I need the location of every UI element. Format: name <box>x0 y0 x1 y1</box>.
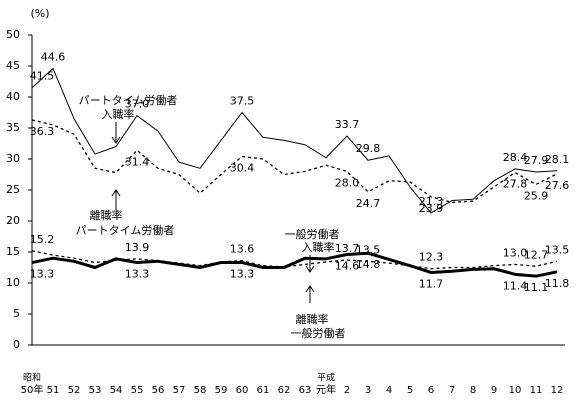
x-tick-label: 56 <box>152 385 165 396</box>
data-label: 13.7 <box>335 242 360 255</box>
x-tick-label: 57 <box>173 385 186 396</box>
data-label: 33.7 <box>335 118 360 131</box>
data-label: 11.1 <box>524 281 549 294</box>
x-tick-label: 50年 <box>21 383 44 396</box>
annotation: パートタイム労働者 <box>76 223 175 237</box>
y-tick-label: 0 <box>13 338 20 351</box>
x-tick-label: 60 <box>236 385 249 396</box>
y-tick-label: 10 <box>6 276 20 289</box>
data-label: 11.8 <box>545 277 570 290</box>
data-label: 27.9 <box>524 154 549 167</box>
x-tick-label: 52 <box>68 385 81 396</box>
x-tick-label: 6 <box>428 385 434 396</box>
data-label: 13.9 <box>125 241 150 254</box>
annotation: 離職率 <box>296 312 329 326</box>
annotation: 一般労働者 <box>285 227 340 241</box>
data-label: 31.4 <box>125 155 150 168</box>
data-label: 44.6 <box>41 50 66 63</box>
data-label: 13.3 <box>125 268 150 281</box>
annotation: パートタイム労働者 <box>79 93 178 107</box>
data-label: 15.2 <box>30 233 55 246</box>
arrow <box>111 189 121 210</box>
x-tick-label: 2 <box>344 385 350 396</box>
data-label: 11.4 <box>503 279 528 292</box>
x-tick-label: 元年 <box>316 383 336 396</box>
data-label: 14.6 <box>335 259 360 272</box>
x-tick-label: 51 <box>47 385 60 396</box>
arrow <box>111 122 121 144</box>
series-line <box>31 119 558 204</box>
data-label: 29.8 <box>356 142 381 155</box>
x-tick-label: 12 <box>551 385 564 396</box>
x-tick-label: 4 <box>386 385 392 396</box>
x-tick-label: 63 <box>299 385 312 396</box>
y-tick-label: 35 <box>6 121 20 134</box>
data-label: 30.4 <box>230 162 255 175</box>
era-label: 平成 <box>317 372 335 384</box>
data-label: 12.7 <box>524 248 549 261</box>
data-label: 13.5 <box>545 243 570 256</box>
data-label: 27.8 <box>503 178 528 191</box>
y-tick-label: 25 <box>6 183 20 196</box>
x-tick-label: 55 <box>131 385 144 396</box>
annotation: 離職率 <box>90 208 123 222</box>
y-tick-label: 20 <box>6 214 20 227</box>
series-line <box>31 251 558 278</box>
x-tick-label: 62 <box>278 385 291 396</box>
data-label: 37.5 <box>230 95 255 108</box>
data-label: 41.5 <box>30 70 55 83</box>
x-tick-label: 3 <box>365 385 371 396</box>
y-tick-label: 40 <box>6 90 20 103</box>
data-label: 23.9 <box>419 202 444 215</box>
data-label: 37.0 <box>125 98 150 111</box>
annotation: 一般労働者 <box>291 326 346 340</box>
x-tick-label: 8 <box>470 385 476 396</box>
data-label: 13.3 <box>230 268 255 281</box>
x-tick-label: 9 <box>491 385 497 396</box>
x-tick-label: 53 <box>89 385 102 396</box>
data-label: 13.3 <box>30 268 55 281</box>
y-tick-label: 15 <box>6 245 20 258</box>
series-line <box>31 250 558 270</box>
data-label: 36.3 <box>30 125 55 138</box>
x-tick-label: 58 <box>194 385 207 396</box>
arrow <box>305 285 315 303</box>
data-label: 24.7 <box>356 197 381 210</box>
data-label: 11.7 <box>419 277 444 290</box>
data-label: 13.5 <box>356 243 381 256</box>
x-tick-label: 5 <box>407 385 413 396</box>
x-tick-label: 11 <box>530 385 543 396</box>
y-tick-label: 50 <box>6 28 20 41</box>
y-tick-label: 45 <box>6 59 20 72</box>
x-tick-label: 61 <box>257 385 270 396</box>
data-label: 28.0 <box>335 176 360 189</box>
x-tick-label: 10 <box>509 385 522 396</box>
data-label: 25.9 <box>524 189 549 202</box>
data-label: 13.0 <box>503 246 528 259</box>
y-tick-label: 5 <box>13 307 20 320</box>
data-label: 27.6 <box>545 179 570 192</box>
x-tick-label: 54 <box>110 385 123 396</box>
x-tick-label: 7 <box>449 385 455 396</box>
annotation: 入職率 <box>302 240 335 254</box>
series-line <box>31 67 558 214</box>
x-tick-label: 59 <box>215 385 228 396</box>
y-tick-label: 30 <box>6 152 20 165</box>
data-label: 12.3 <box>419 251 444 264</box>
data-label: 28.1 <box>545 153 570 166</box>
data-label: 28.4 <box>503 151 528 164</box>
data-label: 13.6 <box>230 243 255 256</box>
annotation: 入職率 <box>102 107 135 121</box>
era-label: 昭和 <box>23 373 41 384</box>
unit-label: (%) <box>30 7 49 20</box>
